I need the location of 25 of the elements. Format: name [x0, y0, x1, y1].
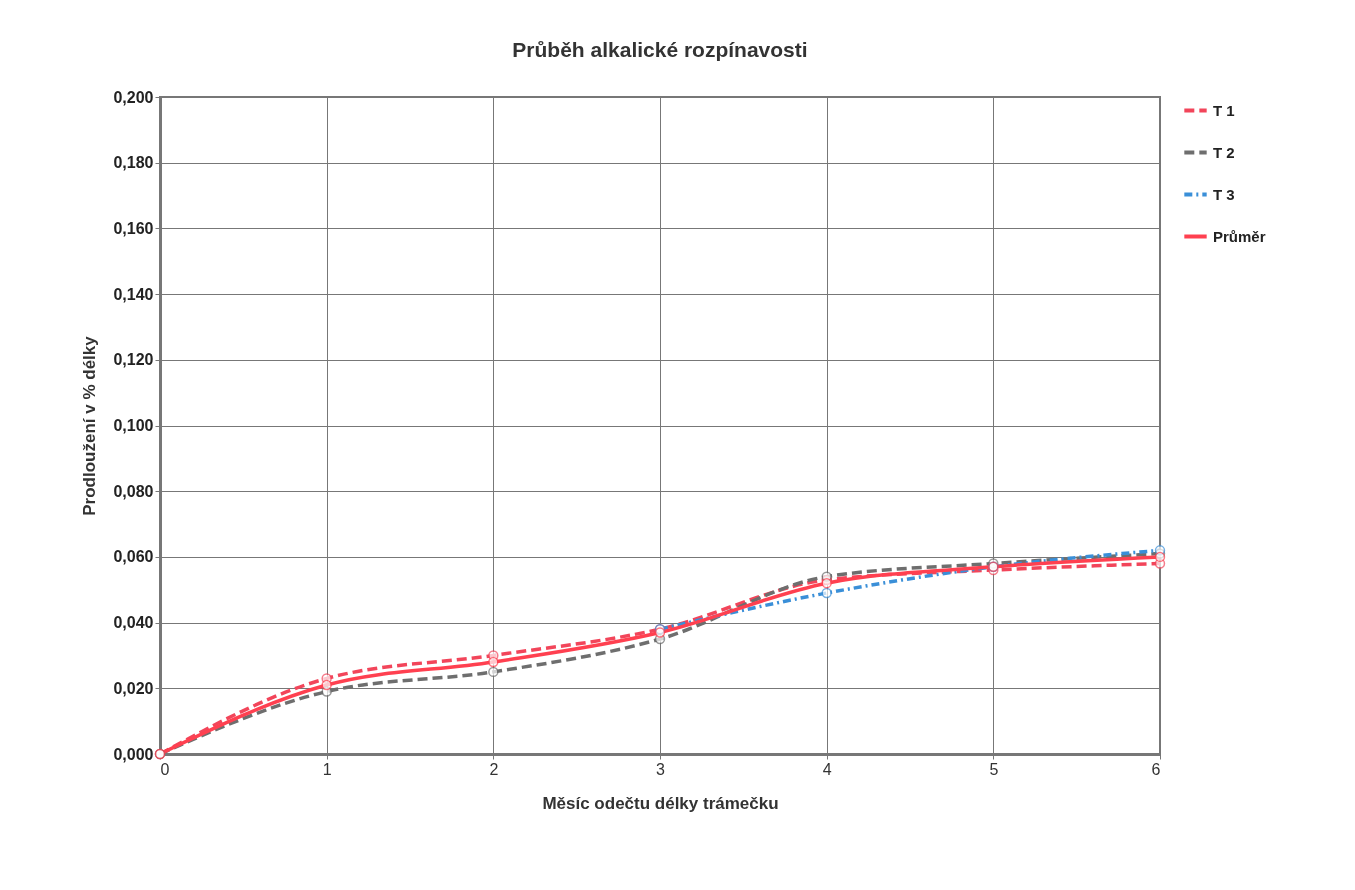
y-tick-label: 0,080	[113, 482, 154, 500]
y-tick-label: 0,100	[113, 417, 154, 434]
x-tick-label: 5	[989, 760, 999, 778]
legend-label: T 2	[1213, 143, 1235, 161]
x-axis-title: Měsíc odečtu délky trámečku	[542, 793, 779, 813]
legend-label: Průměr	[1213, 227, 1266, 245]
x-tick-label: 2	[489, 760, 499, 778]
y-tick-label: 0,200	[113, 88, 154, 106]
y-tick-label: 0,000	[113, 745, 154, 763]
y-tick-label: 0,140	[113, 285, 154, 303]
x-tick-label: 3	[656, 760, 666, 778]
chart-title: Průběh alkalické rozpínavosti	[512, 38, 808, 61]
y-tick-label: 0,060	[113, 548, 154, 566]
legend-label: T 3	[1213, 185, 1235, 203]
x-tick-label: 6	[1151, 760, 1161, 778]
legend-label: T 1	[1213, 101, 1235, 119]
y-tick-label: 0,020	[113, 679, 154, 697]
y-tick-label: 0,180	[113, 154, 154, 172]
x-tick-label: 4	[822, 760, 832, 778]
y-tick-label: 0,160	[113, 219, 154, 237]
y-axis-title: Prodloužení v % délky	[80, 335, 100, 516]
y-tick-label: 0,040	[113, 614, 154, 632]
y-tick-label: 0,120	[113, 351, 154, 369]
x-tick-label: 0	[160, 760, 170, 778]
x-tick-label: 1	[322, 760, 332, 778]
